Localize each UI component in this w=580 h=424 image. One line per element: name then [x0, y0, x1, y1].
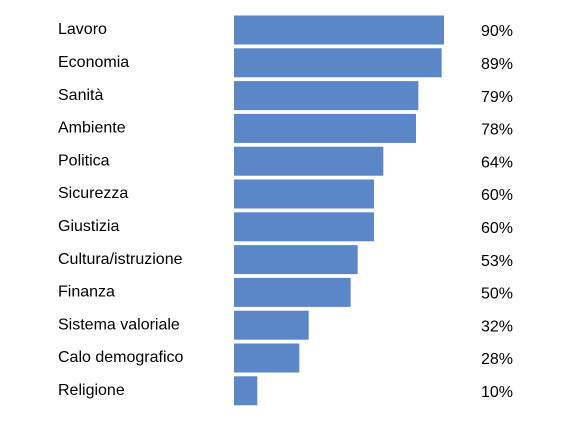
category-label: Finanza — [58, 284, 115, 301]
value-label: 53% — [481, 253, 513, 270]
value-label: 60% — [481, 187, 513, 204]
category-label: Calo demografico — [58, 349, 184, 366]
category-label: Sanità — [58, 87, 103, 104]
category-label: Politica — [58, 152, 110, 169]
bar — [234, 310, 309, 340]
value-label: 64% — [481, 154, 513, 171]
bar — [234, 245, 358, 275]
bar — [234, 343, 300, 373]
category-label: Giustizia — [58, 218, 119, 235]
value-label: 90% — [481, 23, 513, 40]
value-label: 28% — [481, 351, 513, 368]
category-label: Ambiente — [58, 120, 126, 137]
category-label: Sistema valoriale — [58, 316, 180, 333]
bar — [234, 113, 416, 143]
category-label: Religione — [58, 382, 125, 399]
bar — [234, 81, 419, 111]
value-label: 32% — [481, 318, 513, 335]
bar — [234, 179, 374, 209]
value-label: 10% — [481, 384, 513, 401]
category-label: Lavoro — [58, 21, 107, 38]
value-label: 79% — [481, 89, 513, 106]
bar — [234, 146, 384, 176]
category-label: Economia — [58, 54, 129, 71]
category-label: Sicurezza — [58, 185, 128, 202]
bar — [234, 212, 374, 242]
value-label: 78% — [481, 122, 513, 139]
value-label: 50% — [481, 286, 513, 303]
category-label: Cultura/istruzione — [58, 251, 183, 268]
bar — [234, 277, 351, 307]
bar — [234, 376, 258, 406]
value-label: 60% — [481, 220, 513, 237]
bar — [234, 15, 444, 45]
value-label: 89% — [481, 56, 513, 73]
bar — [234, 48, 442, 78]
